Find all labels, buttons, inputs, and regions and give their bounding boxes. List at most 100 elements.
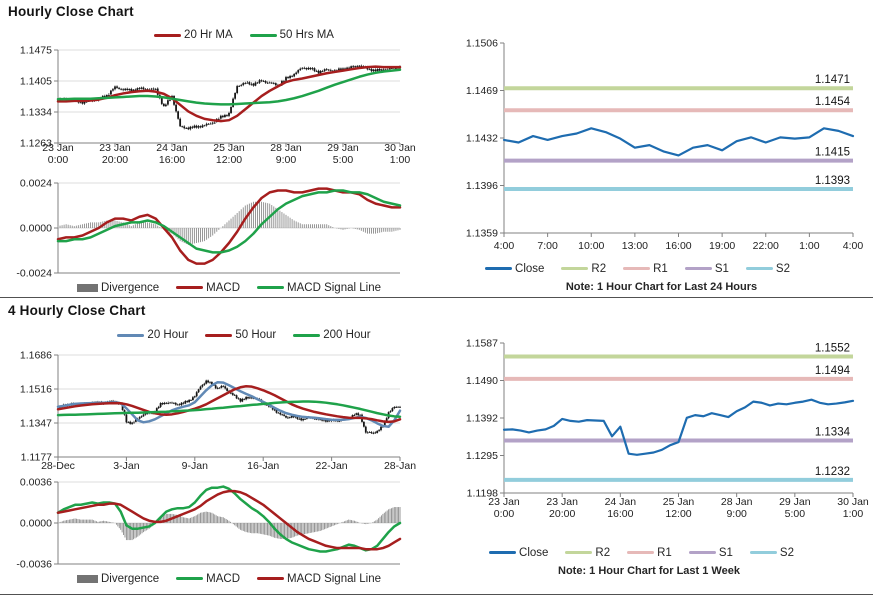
x-tick-label: 16:00 <box>665 240 691 252</box>
y-tick-label: 1.1490 <box>466 375 498 387</box>
series-layer <box>56 187 402 265</box>
macd-signal-line-legend-swatch <box>257 577 285 580</box>
x-tick-label: 23 Jan <box>546 496 578 508</box>
20-hr-ma-legend-swatch <box>154 33 182 37</box>
x-tick-label: 23 Jan <box>488 496 520 508</box>
x-tick-label: 16-Jan <box>247 460 279 472</box>
divergence-bars <box>57 201 401 245</box>
r1-legend-swatch <box>627 551 655 554</box>
series-layer <box>56 485 402 553</box>
day-close-note: Note: 1 Hour Chart for Last 24 Hours <box>565 281 758 293</box>
y-tick-label: 1.1263 <box>20 138 52 150</box>
legend-item-macd-signal-line: MACD Signal Line <box>257 573 381 585</box>
legend-item-r2: R2 <box>565 547 610 559</box>
legend-label: 50 Hour <box>235 329 277 341</box>
y-tick-label: -0.0024 <box>16 268 52 279</box>
4hourly-macd-legend: Divergence MACD MACD Signal Line <box>58 571 400 586</box>
x-tick-label: 1:00 <box>799 240 820 252</box>
legend-item-20-hr-ma: 20 Hr MA <box>154 29 233 41</box>
x-tick-label: 24 Jan <box>156 142 188 154</box>
close-legend-swatch <box>485 267 513 270</box>
legend-label: R1 <box>657 546 672 559</box>
y-tick-label: 1.1469 <box>466 85 498 97</box>
axes <box>54 49 401 147</box>
x-tick-label: 0:00 <box>48 154 69 166</box>
y-tick-label: 1.1392 <box>466 413 498 425</box>
y-tick-label: 0.0000 <box>20 223 52 235</box>
legend-label: R2 <box>595 546 611 559</box>
series-layer <box>56 64 402 131</box>
y-tick-label: 0.0024 <box>20 178 52 190</box>
legend-label: MACD <box>206 281 241 294</box>
x-tick-label: 19:00 <box>709 240 735 252</box>
legend-item-macd: MACD <box>176 573 240 585</box>
r2-legend-swatch <box>565 551 593 554</box>
x-tick-label: 5:00 <box>785 508 806 520</box>
bottom-divider <box>0 594 873 595</box>
y-tick-label: 1.1432 <box>466 133 498 145</box>
legend-label: 20 Hr MA <box>184 29 233 41</box>
y-tick-label: 1.1295 <box>466 450 498 462</box>
200-hour-legend-swatch <box>293 333 321 337</box>
y-tick-label: 1.1475 <box>20 45 52 57</box>
x-tick-label: 28-Jan <box>384 460 416 472</box>
y-tick-label: 0.0036 <box>20 478 52 489</box>
r1-legend-swatch <box>623 267 651 270</box>
level-label-r1: 1.1494 <box>815 365 851 377</box>
series-layer <box>56 379 402 435</box>
y-tick-label: -0.0036 <box>16 559 52 571</box>
x-tick-label: 23 Jan <box>42 142 74 154</box>
y-tick-label: 1.1506 <box>466 38 498 50</box>
week-close-note: Note: 1 Hour Chart for Last 1 Week <box>558 565 740 577</box>
y-tick-label: 1.1359 <box>466 228 498 240</box>
level-label-s1: 1.1415 <box>815 147 850 159</box>
legend-item-s2: S2 <box>749 547 794 559</box>
axis-labels: 0.0024 0.0000 -0.0024 <box>16 178 52 279</box>
legend-label: MACD <box>206 572 241 585</box>
x-tick-label: 20:00 <box>102 154 128 166</box>
legend-item-200-hour: 200 Hour <box>293 329 371 341</box>
4hourly-close-legend: 20 Hour 50 Hour 200 Hour <box>58 327 400 343</box>
divergence-bars <box>58 507 401 541</box>
legend-item-s1: S1 <box>688 547 733 559</box>
macd-signal-line-legend-swatch <box>257 286 285 289</box>
x-tick-label: 13:00 <box>622 240 648 252</box>
x-tick-label: 28-Dec <box>41 460 75 472</box>
series-line-macd <box>56 485 402 553</box>
legend-label: MACD Signal Line <box>287 572 381 585</box>
x-tick-label: 9:00 <box>726 508 747 520</box>
y-tick-label: 1.1686 <box>20 350 52 362</box>
y-tick-label: 1.1516 <box>20 384 52 396</box>
x-tick-label: 30 Jan <box>384 142 416 154</box>
level-label-s1: 1.1334 <box>815 427 851 439</box>
series-line-200-hour <box>56 400 402 418</box>
macd-legend-swatch <box>176 286 204 289</box>
hourly-close-legend: 20 Hr MA 50 Hrs MA <box>58 27 400 43</box>
y-tick-label: 0.0000 <box>20 518 52 530</box>
divergence-legend-swatch <box>76 574 98 583</box>
legend-item-r1: R1 <box>623 263 668 275</box>
x-tick-label: 9-Jan <box>182 460 208 472</box>
legend-label: 20 Hour <box>147 329 189 341</box>
y-tick-label: 1.1396 <box>466 180 498 192</box>
x-tick-label: 3-Jan <box>113 460 139 472</box>
s2-legend-swatch <box>749 551 777 554</box>
series-line-macd-signal-line <box>56 189 402 254</box>
day-close-legend: Close R2 R1 S1 S2 <box>436 261 873 276</box>
4hourly-macd-plot: 0.0036 0.0000 -0.0036 <box>16 478 402 571</box>
y-tick-label: 1.1334 <box>20 107 52 119</box>
series-line-50-hrs-ma <box>56 68 402 106</box>
day-close-plot: 1.14711.14541.14151.13931.15061.14691.14… <box>466 38 864 253</box>
legend-label: Close <box>519 546 549 559</box>
x-tick-label: 12:00 <box>216 154 242 166</box>
legend-label: R1 <box>653 262 668 275</box>
divergence-legend-swatch <box>76 283 98 292</box>
level-label-s2: 1.1232 <box>815 466 850 478</box>
legend-label: Close <box>515 262 545 275</box>
x-tick-label: 5:00 <box>333 154 354 166</box>
section-title-hourly: Hourly Close Chart <box>8 4 134 19</box>
